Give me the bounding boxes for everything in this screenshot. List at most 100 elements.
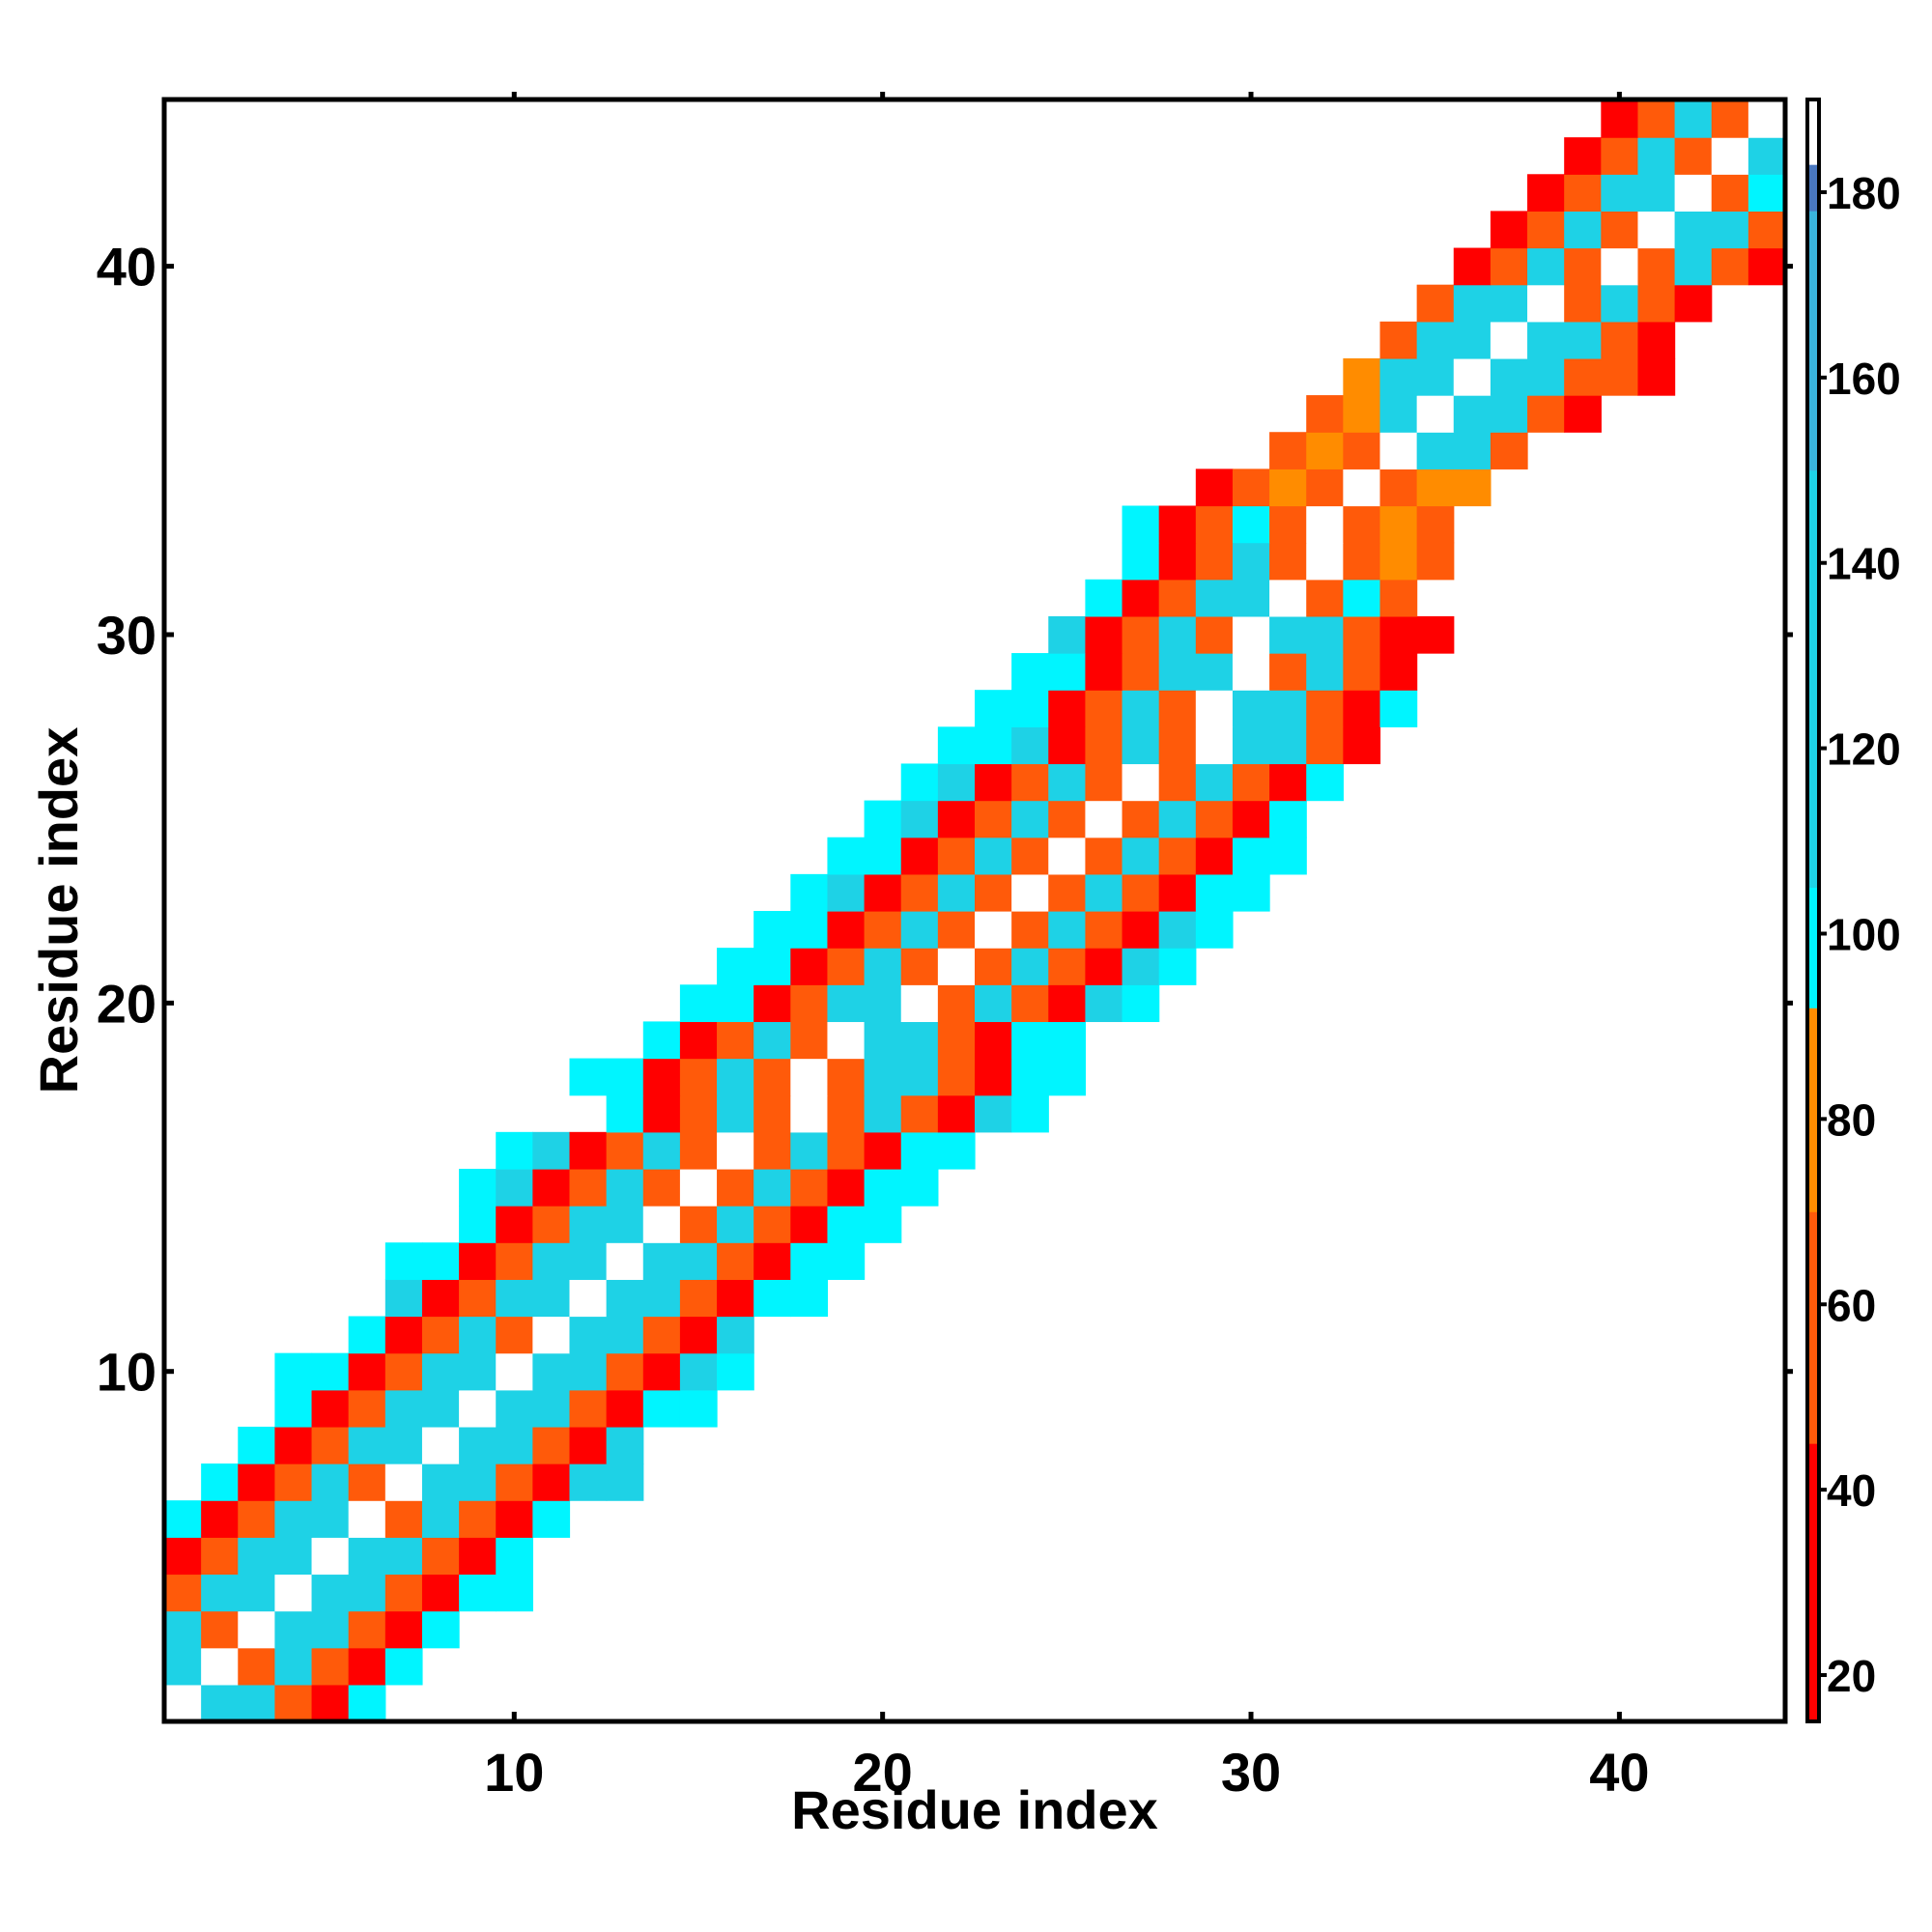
heatmap-cell <box>753 1021 791 1060</box>
heatmap-cell <box>421 1389 460 1428</box>
heatmap-cell <box>679 1094 718 1133</box>
heatmap-cell <box>864 800 902 838</box>
heatmap-cell <box>679 1168 718 1207</box>
heatmap-cell <box>496 1574 533 1612</box>
heatmap-cell <box>532 1352 571 1391</box>
heatmap-cell <box>937 726 976 765</box>
heatmap-cell <box>606 1463 644 1501</box>
heatmap-cell <box>790 1279 829 1318</box>
heatmap-cell <box>1306 763 1344 802</box>
heatmap-cell <box>900 984 939 1023</box>
heatmap-cell <box>1195 800 1234 838</box>
heatmap-cell <box>1195 726 1234 765</box>
heatmap-cell <box>532 1316 571 1354</box>
heatmap-cell <box>238 1426 276 1464</box>
heatmap-cell <box>348 1426 386 1464</box>
colorbar-frame <box>1805 98 1821 1723</box>
heatmap-cell <box>164 1574 202 1612</box>
heatmap-cell <box>1343 395 1381 433</box>
colorbar-band <box>1807 887 1819 1009</box>
heatmap-cell <box>1379 357 1418 396</box>
heatmap-cell <box>532 1168 571 1207</box>
heatmap-cell <box>1416 469 1455 507</box>
heatmap-cell <box>864 1206 902 1243</box>
heatmap-cell <box>1747 211 1785 249</box>
heatmap-cell <box>1416 542 1455 581</box>
heatmap-cell <box>900 873 939 912</box>
heatmap-cell <box>164 1537 202 1576</box>
heatmap-cell <box>1269 579 1307 617</box>
heatmap-cell <box>459 1279 497 1318</box>
heatmap-cell <box>790 1058 829 1096</box>
colorbar-band <box>1807 99 1819 165</box>
heatmap-cell <box>201 1537 239 1576</box>
heatmap-cell <box>1048 800 1087 838</box>
heatmap-cell <box>201 1463 239 1501</box>
heatmap-cell <box>459 1168 497 1207</box>
heatmap-cell <box>1306 690 1344 727</box>
heatmap-cell <box>1637 211 1676 249</box>
heatmap-cell <box>1011 837 1049 875</box>
heatmap-cell <box>827 1021 866 1060</box>
heatmap-cell <box>1011 948 1049 985</box>
heatmap-cell <box>238 1537 276 1576</box>
heatmap-cell <box>753 1094 791 1133</box>
heatmap-cell <box>1011 1058 1049 1096</box>
heatmap-cell <box>679 1206 718 1243</box>
heatmap-cell <box>496 1131 533 1170</box>
x-tick-label: 10 <box>484 1742 544 1803</box>
heatmap-cell <box>1379 395 1418 433</box>
heatmap-cell <box>201 1647 239 1686</box>
heatmap-cell <box>1564 174 1602 213</box>
heatmap-cell <box>459 1206 497 1243</box>
heatmap-cell <box>679 1316 718 1354</box>
heatmap-cell <box>274 1500 313 1538</box>
heatmap-cell <box>496 1206 533 1243</box>
heatmap-cell <box>238 1500 276 1538</box>
heatmap-cell <box>1343 726 1381 765</box>
heatmap-cell <box>532 1131 571 1170</box>
heatmap-cell <box>1490 247 1528 286</box>
heatmap-cell <box>827 1242 866 1280</box>
heatmap-cell <box>1453 432 1492 469</box>
heatmap-cell <box>1747 174 1785 213</box>
heatmap-cell <box>1343 357 1381 396</box>
heatmap-cell <box>384 1647 423 1686</box>
heatmap-cell <box>569 1426 608 1464</box>
heatmap-cell <box>1674 137 1713 175</box>
heatmap-cell <box>1601 247 1639 286</box>
heatmap-cell <box>1343 505 1381 544</box>
heatmap-cell <box>975 873 1012 912</box>
heatmap-cell <box>900 1131 939 1170</box>
heatmap-cell <box>1527 284 1565 323</box>
heatmap-cell <box>1122 948 1160 985</box>
heatmap-cell <box>975 1058 1012 1096</box>
heatmap-cell <box>274 1574 313 1612</box>
y-axis-title: Residue index <box>28 727 89 1094</box>
heatmap-cell <box>1306 432 1344 469</box>
heatmap-cell <box>348 1647 386 1686</box>
heatmap-cell <box>1601 174 1639 213</box>
heatmap-cell <box>1601 284 1639 323</box>
heatmap-cell <box>459 1500 497 1538</box>
heatmap-cell <box>532 1242 571 1280</box>
heatmap-cell <box>1306 579 1344 617</box>
heatmap-cell <box>1232 542 1270 581</box>
heatmap-cell <box>532 1206 571 1243</box>
heatmap-cell <box>384 1242 423 1280</box>
heatmap-cell <box>1048 984 1087 1023</box>
heatmap-cell <box>1601 211 1639 249</box>
heatmap-cell <box>1453 469 1492 507</box>
heatmap-cell <box>1011 800 1049 838</box>
heatmap-cell <box>900 1168 939 1207</box>
heatmap-cell <box>1564 357 1602 396</box>
heatmap-cell <box>1085 615 1123 654</box>
heatmap-cell <box>827 873 866 912</box>
heatmap-cell <box>1306 726 1344 765</box>
heatmap-cell <box>1011 873 1049 912</box>
heatmap-cell <box>1158 837 1197 875</box>
x-tick-label: 20 <box>853 1742 913 1803</box>
heatmap-cell <box>790 1094 829 1133</box>
heatmap-cell <box>679 1131 718 1170</box>
heatmap-cell <box>496 1463 533 1501</box>
